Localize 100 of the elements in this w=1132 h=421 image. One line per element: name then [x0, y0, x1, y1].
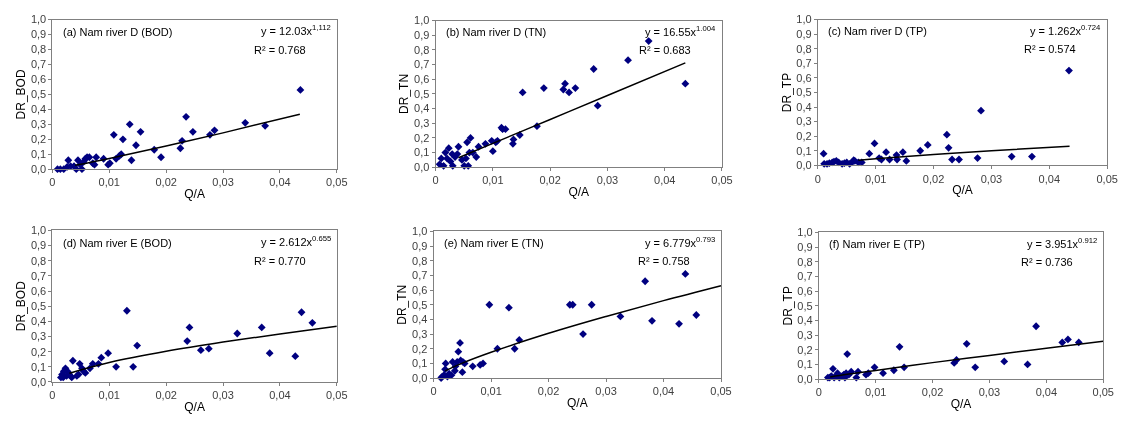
x-tick-label: 0,02 [921, 386, 944, 399]
x-tick-label: 0,04 [652, 385, 675, 398]
x-tick-label: 0,04 [1035, 386, 1058, 399]
y-tick-label: 0,1 [796, 144, 812, 157]
x-tick-label: 0,02 [539, 174, 561, 187]
x-axis-title: Q/A [568, 185, 590, 200]
y-tick-label: 0,8 [30, 43, 47, 56]
y-tick-label: 0,3 [30, 330, 47, 343]
x-tick-label: 0,02 [922, 172, 945, 185]
y-tick-label: 0,9 [30, 28, 47, 41]
x-tick-label: 0,03 [978, 386, 1001, 399]
x-axis-title: Q/A [566, 396, 588, 411]
x-tick-label: 0,03 [980, 172, 1003, 185]
y-tick-label: 1,0 [414, 14, 430, 27]
x-tick-label: 0,04 [654, 174, 676, 187]
x-axis-title: Q/A [184, 187, 205, 202]
y-tick-label: 0,9 [30, 239, 47, 252]
y-tick-label: 0,7 [796, 57, 812, 70]
x-axis-title: Q/A [184, 400, 205, 415]
y-axis-title: DR_BOD [14, 280, 29, 332]
y-tick-label: 0,5 [797, 299, 813, 312]
y-tick-label: 0,0 [412, 371, 428, 384]
y-tick-label: 0,0 [796, 159, 812, 172]
x-tick-label: 0,03 [212, 389, 234, 402]
y-tick-label: 0,9 [796, 28, 812, 41]
y-tick-label: 0,5 [30, 300, 47, 313]
y-tick-label: 0,7 [414, 58, 430, 71]
annotation: R² = 0.770 [254, 255, 306, 267]
y-tick-label: 0,4 [797, 314, 813, 327]
x-tick-label: 0,05 [1092, 386, 1114, 399]
annotation: R² = 0.683 [639, 44, 691, 56]
y-tick-label: 0,5 [414, 87, 430, 100]
annotation: R² = 0.574 [1024, 43, 1076, 55]
x-tick-label: 0 [432, 174, 439, 187]
annotation: R² = 0.758 [638, 255, 690, 267]
y-tick-label: 0,6 [412, 283, 428, 296]
x-axis-title: Q/A [952, 183, 973, 198]
annotation: R² = 0.736 [1021, 256, 1073, 268]
y-tick-label: 0,7 [797, 270, 813, 283]
annotation: R² = 0.768 [254, 44, 306, 56]
x-tick-label: 0,05 [711, 174, 733, 187]
x-tick-label: 0,01 [864, 172, 887, 185]
x-tick-label: 0,01 [98, 176, 120, 189]
x-tick-label: 0,02 [155, 389, 177, 402]
x-tick-label: 0 [430, 385, 437, 398]
text: (e) Nam river E (TN) [444, 237, 544, 249]
x-tick-label: 0,05 [710, 385, 732, 398]
annotation: y = 3.951x$^{0.912}$ [1027, 236, 1098, 250]
text: (a) Nam river D (BOD) [63, 26, 173, 38]
annotation: y = 16.55x$^{1.004}$ [645, 24, 717, 38]
y-tick-label: 0,3 [412, 327, 428, 340]
y-axis-title: DR_TN [397, 73, 412, 114]
x-tick-label: 0,03 [595, 385, 617, 398]
annotation: y = 1.262x$^{0.724}$ [1030, 23, 1102, 37]
x-tick-label: 0,04 [269, 389, 291, 402]
x-tick-label: 0,02 [155, 176, 177, 189]
x-tick-label: 0 [49, 176, 56, 189]
y-tick-label: 0,1 [414, 146, 430, 159]
annotation: y = 2.612x$^{0.655}$ [261, 234, 332, 248]
y-tick-label: 0,7 [30, 269, 47, 282]
y-tick-label: 0,4 [796, 100, 812, 113]
y-tick-label: 0,0 [414, 161, 430, 174]
x-tick-label: 0,01 [480, 385, 502, 398]
y-axis-title: DR_TP [779, 72, 794, 113]
y-tick-label: 0,4 [412, 313, 428, 326]
y-tick-label: 0,1 [30, 148, 47, 161]
x-tick-label: 0,03 [596, 174, 619, 187]
y-tick-label: 0,8 [30, 254, 47, 267]
y-tick-label: 0,3 [797, 328, 813, 341]
y-axis-title: DR_TP [780, 286, 795, 326]
y-tick-label: 0,4 [30, 103, 47, 116]
y-tick-label: 0,7 [30, 58, 47, 71]
y-tick-label: 0,6 [414, 73, 430, 86]
x-tick-label: 0,04 [269, 176, 291, 189]
y-tick-label: 0,6 [796, 71, 812, 84]
y-tick-label: 0,1 [797, 358, 813, 371]
y-tick-label: 0,2 [412, 342, 428, 355]
y-tick-label: 0,0 [797, 372, 813, 385]
y-tick-label: 0,6 [30, 73, 47, 86]
x-tick-label: 0,01 [864, 386, 887, 399]
y-tick-label: 0,4 [414, 102, 430, 115]
y-tick-label: 1,0 [796, 13, 812, 26]
y-tick-label: 0,7 [412, 269, 428, 282]
y-tick-label: 0,6 [797, 284, 813, 297]
y-tick-label: 0,3 [796, 115, 812, 128]
x-tick-label: 0,02 [537, 385, 560, 398]
x-tick-label: 0 [814, 172, 821, 185]
text: (d) Nam river E (BOD) [63, 237, 172, 249]
x-tick-label: 0,04 [1038, 172, 1061, 185]
y-tick-label: 1,0 [30, 224, 47, 237]
y-tick-label: 0,3 [30, 118, 47, 131]
y-tick-label: 0,2 [797, 343, 813, 356]
y-tick-label: 0,8 [412, 254, 428, 267]
y-tick-label: 0,2 [30, 133, 47, 146]
x-axis-title: Q/A [950, 397, 972, 412]
y-tick-label: 0,8 [797, 255, 813, 268]
annotation: y = 6.779x$^{0.793}$ [645, 235, 716, 249]
y-tick-label: 0,5 [412, 298, 428, 311]
y-tick-label: 0,4 [30, 315, 47, 328]
text: (b) Nam river D (TN) [446, 26, 547, 38]
